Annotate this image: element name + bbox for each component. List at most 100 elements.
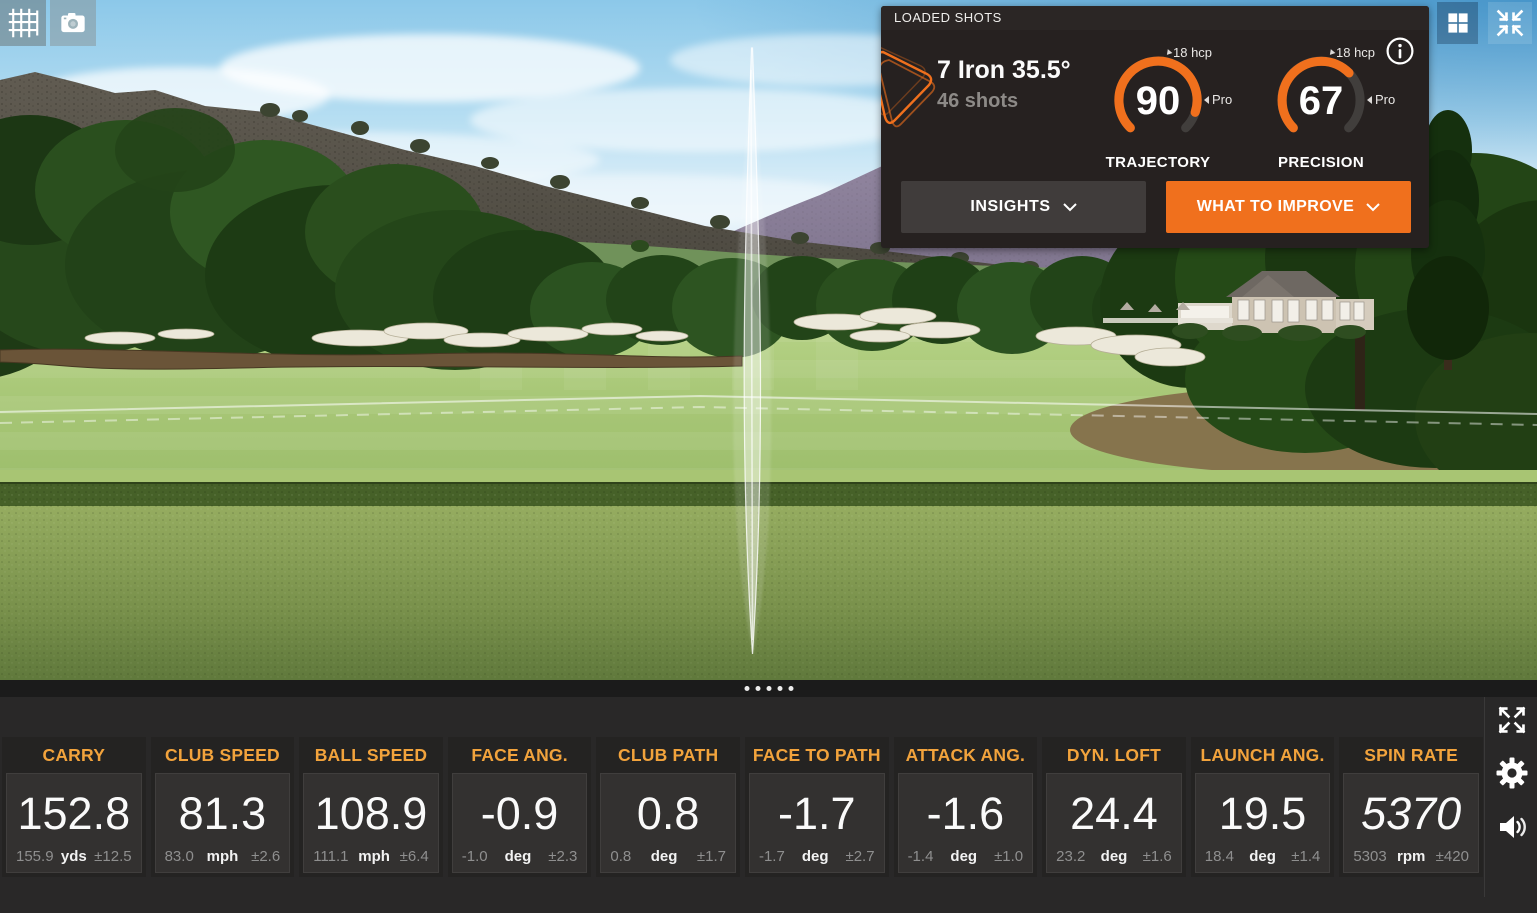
metric-unit: deg [950, 848, 978, 865]
metric-average: 155.9 [16, 848, 54, 865]
metric-tile-spin-rate[interactable]: SPIN RATE 5370 5303 rpm ±420 [1339, 737, 1483, 877]
metric-sub-row: 83.0 mph ±2.6 [156, 848, 290, 872]
metric-tile-ball-speed[interactable]: BALL SPEED 108.9 111.1 mph ±6.4 [299, 737, 443, 877]
metric-tile-club-path[interactable]: CLUB PATH 0.8 0.8 deg ±1.7 [596, 737, 740, 877]
page-dot[interactable] [788, 686, 793, 691]
metric-label: CLUB SPEED [164, 745, 280, 765]
marker-triangle-icon [1327, 48, 1336, 57]
metric-deviation: ±2.7 [845, 848, 875, 865]
metric-value: -0.9 [480, 787, 559, 839]
metric-unit: yds [60, 848, 87, 865]
metric-unit: deg [801, 848, 829, 865]
metric-unit: deg [1249, 848, 1276, 865]
gauge-label: PRECISION [1277, 154, 1365, 171]
metric-deviation: ±6.4 [399, 848, 429, 865]
tiles-icon [1447, 13, 1468, 33]
hcp-benchmark-label: 18 hcp [1336, 45, 1376, 60]
expand-arrows-icon [1498, 706, 1526, 734]
metric-unit: deg [1100, 848, 1128, 865]
metric-average: -1.4 [907, 848, 934, 865]
loaded-shots-panel: LOADED SHOTS 7 Iron 35.5° 46 shots 90 [881, 6, 1429, 248]
gauge-arc [1277, 56, 1365, 133]
insights-button[interactable]: INSIGHTS [901, 181, 1146, 233]
pro-benchmark-label: Pro [1375, 92, 1396, 107]
metric-deviation: ±1.4 [1291, 848, 1321, 865]
page-dot[interactable] [755, 686, 760, 691]
precision-gauge: 67 18 hcp Pro PRECISION [1271, 45, 1395, 171]
metric-average: 18.4 [1204, 848, 1234, 865]
grid-icon [8, 8, 39, 38]
hcp-benchmark-label: 18 hcp [1173, 45, 1213, 60]
metric-value-panel: 24.4 23.2 deg ±1.6 [1046, 773, 1182, 873]
metric-sub-row: -1.0 deg ±2.3 [453, 848, 587, 872]
pager-strip [0, 680, 1537, 697]
metric-value-panel: 5370 5303 rpm ±420 [1343, 773, 1479, 873]
grid-overlay-button[interactable] [0, 0, 46, 46]
metric-value: -1.7 [777, 787, 856, 839]
distance-lines [0, 394, 1537, 426]
metric-unit: deg [650, 848, 678, 865]
camera-icon [61, 13, 85, 33]
page-dot[interactable] [766, 686, 771, 691]
pine-tree [1407, 110, 1489, 370]
metric-value: 81.3 [178, 787, 267, 839]
expand-button[interactable] [1493, 701, 1531, 739]
metric-unit: deg [504, 848, 532, 865]
gauge-value: 90 [1135, 79, 1181, 123]
metric-sub-row: 18.4 deg ±1.4 [1196, 848, 1330, 872]
metric-deviation: ±420 [1435, 848, 1469, 865]
metric-tile-carry[interactable]: CARRY 152.8 155.9 yds ±12.5 [2, 737, 146, 877]
metric-value: 0.8 [636, 787, 700, 839]
chevron-down-icon [1062, 202, 1077, 211]
collapse-view-button[interactable] [1488, 2, 1532, 44]
metric-sub-row: -1.4 deg ±1.0 [899, 848, 1033, 872]
settings-button[interactable] [1493, 754, 1531, 792]
gauge-arc [1114, 56, 1202, 133]
metric-value-panel: 19.5 18.4 deg ±1.4 [1194, 773, 1331, 873]
sound-button[interactable] [1493, 808, 1531, 846]
pro-benchmark-marker: Pro [1204, 92, 1232, 107]
page-dot[interactable] [777, 686, 782, 691]
metric-average: 111.1 [313, 848, 349, 865]
metric-average: 83.0 [164, 848, 194, 865]
metric-unit: rpm [1397, 848, 1426, 865]
metric-tile-face-to-path[interactable]: FACE TO PATH -1.7 -1.7 deg ±2.7 [744, 737, 889, 877]
marker-triangle-icon [1367, 95, 1372, 104]
metric-tile-dyn-loft[interactable]: DYN. LOFT 24.4 23.2 deg ±1.6 [1042, 737, 1186, 877]
metrics-bar: CARRY 152.8 155.9 yds ±12.5 CLUB SPEED 8… [0, 680, 1537, 913]
page-dot[interactable] [744, 686, 749, 691]
metric-value: 19.5 [1218, 787, 1307, 839]
metric-tile-face-ang[interactable]: FACE ANG. -0.9 -1.0 deg ±2.3 [447, 737, 592, 877]
metric-value-panel: 81.3 83.0 mph ±2.6 [154, 773, 291, 873]
metric-sub-row: -1.7 deg ±2.7 [750, 848, 884, 872]
metric-tile-launch-ang[interactable]: LAUNCH ANG. 19.5 18.4 deg ±1.4 [1190, 737, 1335, 877]
what-to-improve-button[interactable]: WHAT TO IMPROVE [1166, 181, 1411, 233]
camera-button[interactable] [50, 0, 96, 46]
foreground-grass [0, 506, 1537, 680]
metric-label: ATTACK ANG. [905, 745, 1026, 765]
metric-value-panel: -0.9 -1.0 deg ±2.3 [451, 773, 588, 873]
metric-label: LAUNCH ANG. [1200, 745, 1325, 765]
what-to-improve-label: WHAT TO IMPROVE [1196, 198, 1355, 215]
metric-label: CARRY [42, 745, 106, 765]
trajectory-gauge: 90 18 hcp Pro TRAJECTORY [1106, 45, 1233, 171]
metric-average: 23.2 [1056, 848, 1086, 865]
metric-value: -1.6 [926, 787, 1005, 839]
info-icon [1386, 37, 1414, 65]
metric-deviation: ±2.3 [548, 848, 578, 865]
metric-tile-club-speed[interactable]: CLUB SPEED 81.3 83.0 mph ±2.6 [150, 737, 295, 877]
metric-label: FACE TO PATH [752, 745, 881, 765]
shot-tracer [733, 47, 772, 655]
metrics-row: CARRY 152.8 155.9 yds ±12.5 CLUB SPEED 8… [2, 737, 1483, 877]
hcp-benchmark-marker: 18 hcp [1164, 45, 1213, 60]
shot-count: 46 shots [937, 90, 1019, 112]
gear-icon [1496, 757, 1528, 789]
metric-label: FACE ANG. [471, 745, 568, 765]
metric-average: -1.7 [758, 848, 785, 865]
metric-sub-row: 5303 rpm ±420 [1344, 848, 1478, 872]
metric-tile-attack-ang[interactable]: ATTACK ANG. -1.6 -1.4 deg ±1.0 [893, 737, 1038, 877]
info-button[interactable] [1385, 36, 1415, 66]
metric-unit: mph [206, 848, 239, 865]
layout-tiles-button[interactable] [1437, 2, 1478, 44]
